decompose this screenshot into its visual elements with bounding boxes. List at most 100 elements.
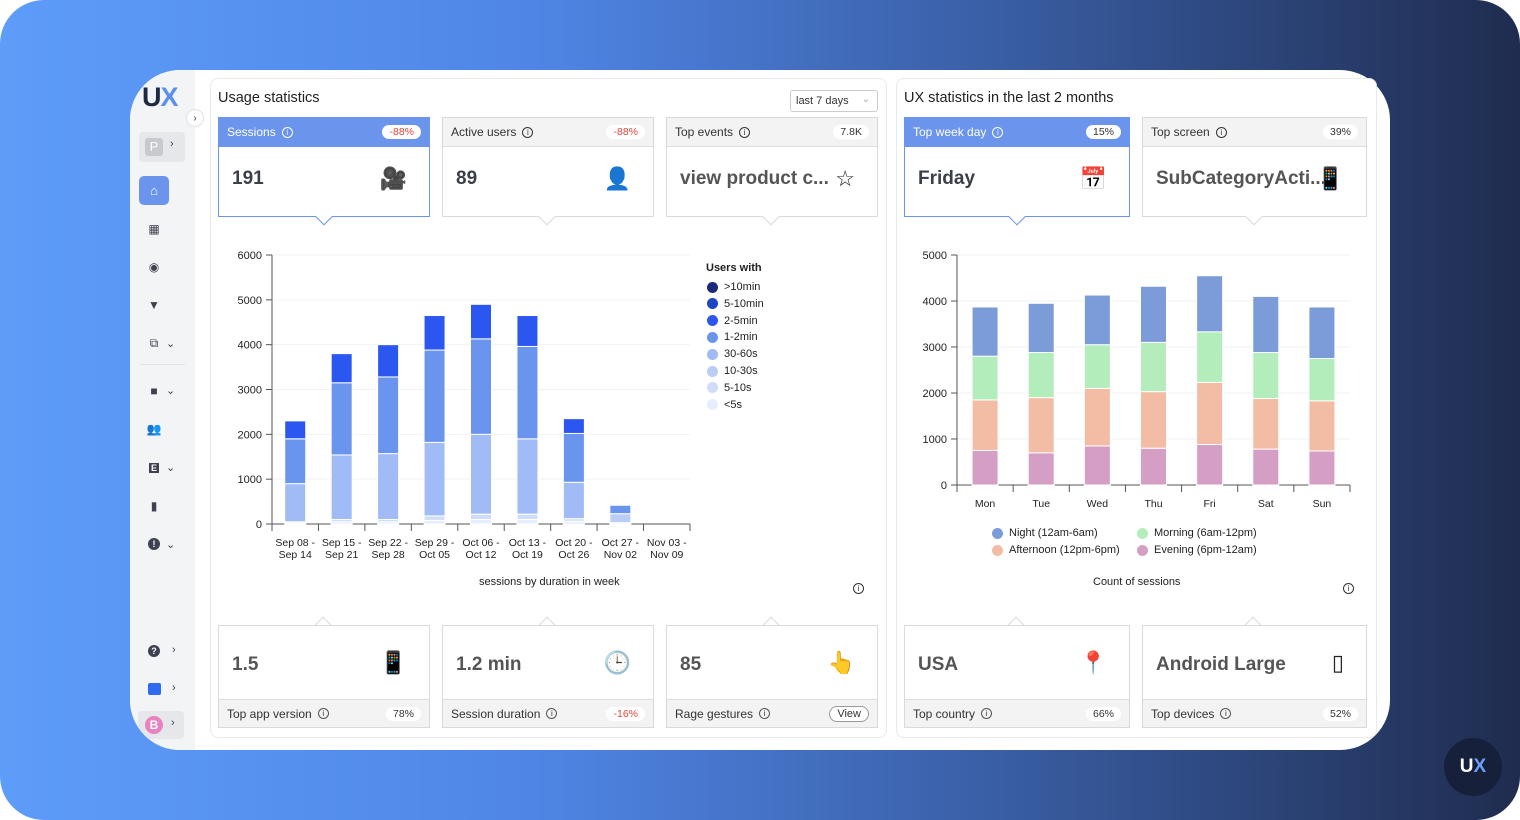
legend-item[interactable]: Evening (6pm-12am) — [1137, 544, 1257, 556]
view-rage-gestures-button[interactable]: View — [829, 705, 869, 722]
x-tick-label: Sun — [1313, 498, 1332, 510]
sidebar-item-events[interactable]: E — [147, 461, 161, 475]
legend-item[interactable]: 10-30s — [707, 365, 758, 377]
chevron-down-icon[interactable]: ⌄ — [166, 539, 176, 551]
top-events-card[interactable]: Top events i 7.8K view product c... ☆ — [666, 117, 878, 217]
info-icon[interactable]: i — [759, 708, 771, 719]
legend-item[interactable]: Night (12am-6am) — [992, 527, 1098, 539]
legend-item[interactable]: 5-10s — [707, 382, 752, 394]
sidebar-item-help[interactable]: ? — [147, 644, 161, 658]
chart-caption: sessions by duration in week — [479, 576, 620, 588]
x-tick-label: Oct 13 - — [509, 537, 547, 549]
legend-item[interactable]: 5-10min — [707, 298, 764, 310]
y-tick-label: 6000 — [238, 250, 262, 262]
chevron-down-icon[interactable]: ⌄ — [166, 338, 176, 350]
info-icon[interactable]: i — [546, 708, 558, 719]
legend-item[interactable]: Afternoon (12pm-6pm) — [992, 544, 1120, 556]
ux-statistics-title: UX statistics in the last 2 months — [904, 90, 1114, 106]
app-logo[interactable]: UX — [142, 82, 179, 112]
y-tick-label: 2000 — [923, 388, 947, 400]
share-badge: 66% — [1085, 706, 1121, 721]
active-users-card[interactable]: Active users i -88% 89 👤 — [442, 117, 654, 217]
smartphone-icon: ▯ — [1331, 650, 1344, 675]
card-label: Top country — [913, 706, 976, 721]
x-tick-label: Wed — [1087, 498, 1109, 510]
chevron-down-icon[interactable]: ⌄ — [166, 385, 176, 397]
sidebar-item-funnels[interactable]: ▼ — [147, 298, 161, 312]
info-icon[interactable]: i — [739, 126, 751, 138]
card-label: Rage gestures — [675, 706, 754, 721]
bar-segment — [1027, 452, 1055, 486]
info-icon[interactable]: i — [981, 708, 993, 719]
rage-gestures-card[interactable]: 85 👆 Rage gestures i View — [666, 625, 878, 728]
legend-swatch — [707, 331, 718, 343]
info-icon[interactable]: i — [317, 708, 329, 719]
info-icon[interactable]: i — [522, 126, 534, 138]
bar-segment — [971, 450, 999, 486]
legend-item[interactable]: >10min — [707, 281, 760, 293]
chevron-right-icon: › — [171, 717, 175, 729]
usage-statistics-title: Usage statistics — [218, 90, 320, 106]
session-duration-card[interactable]: 1.2 min 🕒 Session duration i -16% — [442, 625, 654, 728]
card-value: Android Large — [1156, 654, 1286, 675]
info-icon[interactable]: i — [1343, 583, 1354, 594]
card-value: 191 — [232, 168, 264, 189]
top-app-version-card[interactable]: 1.5 📱 Top app version i 78% — [218, 625, 430, 728]
sidebar-item-users[interactable]: 👥 — [147, 422, 162, 436]
sidebar-item-recordings[interactable]: ■ — [147, 384, 161, 398]
chat-icon — [147, 683, 161, 695]
x-tick-label: Sep 22 - — [368, 537, 408, 549]
legend-item[interactable]: 1-2min — [707, 331, 758, 343]
legend-item[interactable]: <5s — [707, 399, 742, 411]
x-tick-label: Sep 21 — [325, 549, 358, 561]
info-icon[interactable]: i — [1215, 126, 1227, 138]
top-week-day-card[interactable]: Top week day i 15% Friday 📅 — [904, 117, 1130, 217]
sessions-card[interactable]: Sessions i -88% 191 🎥 — [218, 117, 430, 217]
events-icon: E — [148, 463, 159, 473]
bar-segment — [1196, 331, 1224, 383]
date-range-select[interactable]: last 7 days ⌄ — [790, 90, 878, 112]
legend-item[interactable]: 30-60s — [707, 348, 758, 360]
user-menu[interactable]: B › — [138, 711, 184, 739]
top-screen-card[interactable]: Top screen i 39% SubCategoryActi... 📱 — [1142, 117, 1367, 217]
info-icon[interactable]: i — [1220, 708, 1232, 719]
bar-segment — [423, 349, 446, 443]
sidebar-item-dashboard[interactable]: ▦ — [147, 222, 161, 236]
bar-segment — [1083, 445, 1111, 486]
bar-segment — [1196, 275, 1224, 333]
card-label: Active users — [451, 125, 517, 139]
top-country-card[interactable]: USA 📍 Top country i 66% — [904, 625, 1130, 728]
legend-label: <5s — [724, 398, 743, 411]
chevron-right-icon[interactable]: › — [172, 644, 176, 656]
project-switcher[interactable]: P › — [139, 132, 185, 162]
legend-item[interactable]: Morning (6am-12pm) — [1137, 527, 1257, 539]
dashboard-icon: ▦ — [148, 222, 160, 236]
sidebar-item-alerts[interactable]: ! — [147, 537, 161, 551]
sidebar-item-home[interactable]: ⌂ — [139, 176, 169, 205]
user-avatar: B — [145, 716, 163, 734]
chevron-down-icon[interactable]: ⌄ — [166, 462, 176, 474]
bar-segment — [1308, 450, 1336, 486]
card-label: Top events — [675, 125, 734, 139]
info-icon[interactable]: i — [853, 583, 864, 594]
legend-swatch — [707, 399, 718, 411]
legend-label: Afternoon (12pm-6pm) — [1009, 544, 1120, 556]
sidebar-item-devices[interactable]: ▮ — [147, 499, 161, 513]
top-devices-card[interactable]: Android Large ▯ Top devices i 52% — [1142, 625, 1367, 728]
legend-item[interactable]: 2-5min — [707, 315, 758, 327]
info-icon[interactable]: i — [281, 126, 293, 138]
info-icon[interactable]: i — [992, 126, 1004, 138]
sidebar-item-flows[interactable]: ⧉ — [147, 336, 161, 350]
bar-segment — [1027, 352, 1055, 399]
expand-sidebar-button[interactable]: › — [186, 109, 204, 127]
card-label: Top app version — [227, 706, 312, 721]
chevron-right-icon[interactable]: › — [172, 682, 176, 694]
sidebar-item-chat[interactable] — [147, 682, 161, 696]
change-badge: -88% — [606, 125, 645, 139]
x-tick-label: Sep 14 — [279, 549, 312, 561]
sidebar-item-user-sessions[interactable]: ◉ — [147, 260, 161, 274]
card-label: Sessions — [227, 125, 276, 139]
card-label: Session duration — [451, 706, 541, 721]
x-tick-label: Tue — [1032, 498, 1050, 510]
